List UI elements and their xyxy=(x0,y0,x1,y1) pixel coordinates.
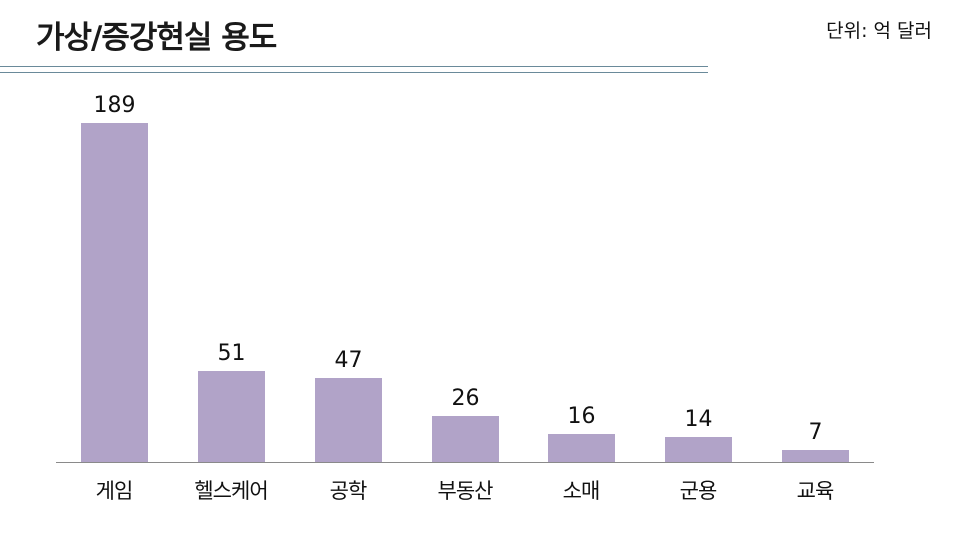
value-label: 7 xyxy=(808,420,823,445)
x-tick-label: 교육 xyxy=(796,479,835,503)
value-label: 47 xyxy=(334,348,363,373)
bar xyxy=(548,434,615,463)
value-label: 189 xyxy=(93,93,136,118)
x-tick-label: 공학 xyxy=(329,479,368,503)
value-label: 26 xyxy=(451,386,480,411)
value-label: 14 xyxy=(684,407,713,432)
bar xyxy=(665,437,732,463)
x-tick-label: 군용 xyxy=(679,479,718,503)
page-title: 가상/증강현실 용도 xyxy=(36,20,277,56)
bar xyxy=(782,450,849,463)
unit-label: 단위: 억 달러 xyxy=(826,20,932,42)
title-divider-top xyxy=(0,66,708,67)
bar xyxy=(432,416,499,463)
bar xyxy=(315,378,382,463)
bar xyxy=(198,371,265,463)
x-tick-label: 게임 xyxy=(95,479,134,503)
value-label: 16 xyxy=(567,404,596,429)
x-axis-line xyxy=(56,462,874,463)
x-tick-label: 헬스케어 xyxy=(194,479,268,503)
title-divider-bottom xyxy=(0,72,708,73)
value-label: 51 xyxy=(217,341,246,366)
x-tick-label: 소매 xyxy=(562,479,601,503)
bar xyxy=(81,123,148,463)
bar-chart: 189 51 47 26 16 14 7 xyxy=(56,80,874,463)
x-tick-label: 부동산 xyxy=(437,479,494,503)
